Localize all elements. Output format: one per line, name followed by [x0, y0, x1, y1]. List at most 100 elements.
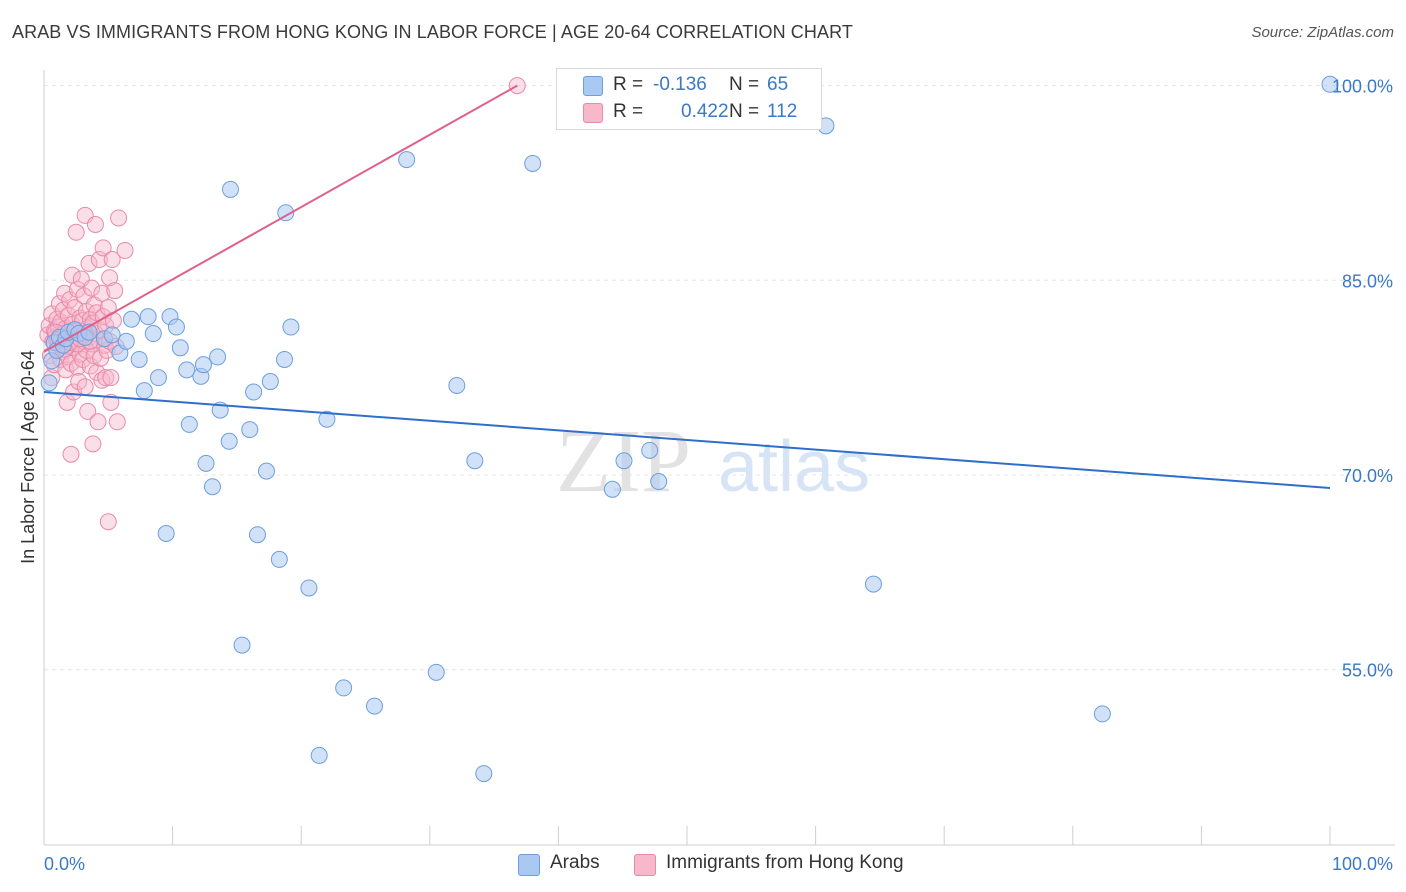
arabs-point — [144, 325, 162, 343]
chart-title: ARAB VS IMMIGRANTS FROM HONG KONG IN LAB… — [12, 22, 853, 42]
arabs-point — [366, 697, 384, 715]
x-tick-label: 0.0% — [44, 854, 85, 874]
arabs-point — [282, 318, 300, 336]
arabs-point — [615, 452, 633, 470]
arabs-point — [149, 369, 167, 387]
legend-r-label: R = — [613, 101, 644, 122]
arabs-point — [466, 452, 484, 470]
arabs-point — [864, 575, 882, 593]
hong-kong-points — [39, 77, 526, 531]
hong-kong-point — [103, 251, 121, 269]
hong-kong-trend-line — [43, 84, 518, 353]
bottom-legend-swatch-pink — [634, 854, 656, 876]
arabs-point — [277, 204, 295, 222]
y-tick-label: 100.0% — [1332, 77, 1393, 97]
hong-kong-point — [86, 215, 104, 233]
hong-kong-point — [102, 393, 120, 411]
watermark-atlas: atlas — [718, 427, 870, 507]
y-tick-label: 85.0% — [1342, 271, 1393, 291]
arabs-point — [261, 373, 279, 391]
legend-r-value: 0.422 — [681, 101, 729, 122]
legend: R = -0.136 N = 65 R = 0.422 N = 112 — [556, 68, 822, 130]
hong-kong-point — [99, 513, 117, 531]
arabs-point — [1321, 75, 1339, 93]
tick-labels: 100.0% 85.0% 70.0% 55.0% 0.0% 100.0% — [44, 77, 1393, 874]
arabs-point — [178, 361, 196, 379]
arabs-point — [427, 663, 445, 681]
arabs-point — [270, 550, 288, 568]
arabs-point — [650, 473, 668, 491]
bottom-legend-label: Arabs — [550, 852, 600, 873]
x-tick-label: 100.0% — [1332, 854, 1393, 874]
arabs-point — [245, 383, 263, 401]
hong-kong-point — [106, 282, 124, 300]
arabs-point — [130, 350, 148, 368]
hong-kong-point — [80, 254, 98, 272]
hong-kong-point — [102, 369, 120, 387]
arabs-point — [310, 746, 328, 764]
arabs-point — [194, 356, 212, 374]
arabs-point — [524, 154, 542, 172]
source-label: Source: ZipAtlas.com — [1251, 24, 1394, 41]
arabs-point — [300, 579, 318, 597]
arabs-point — [641, 441, 659, 459]
hong-kong-point — [89, 413, 107, 431]
arabs-point — [398, 151, 416, 169]
arabs-point — [180, 415, 198, 433]
hong-kong-point — [116, 241, 134, 259]
hong-kong-point — [93, 284, 111, 302]
arabs-point — [220, 432, 238, 450]
arabs-point — [122, 310, 140, 328]
arabs-trend-line — [43, 390, 1331, 490]
hong-kong-point — [83, 279, 101, 297]
y-tick-label: 70.0% — [1342, 466, 1393, 486]
arabs-point — [203, 478, 221, 496]
hong-kong-point — [79, 402, 97, 420]
legend-n-label: N = — [729, 101, 760, 122]
arabs-point — [40, 374, 58, 392]
legend-swatch-blue — [583, 76, 603, 96]
arabs-point — [103, 326, 121, 344]
arabs-point — [221, 180, 239, 198]
legend-n-value: 65 — [767, 74, 789, 95]
arabs-point — [135, 382, 153, 400]
arabs-point — [603, 480, 621, 498]
hong-kong-point — [110, 209, 128, 227]
arabs-point — [448, 376, 466, 394]
arabs-point — [475, 765, 493, 783]
hong-kong-point — [97, 369, 115, 387]
trend-lines — [43, 84, 1331, 490]
arabs-point — [335, 679, 353, 697]
hong-kong-point — [84, 435, 102, 453]
arabs-point — [241, 421, 259, 439]
arabs-point — [1093, 705, 1111, 723]
legend-r-label: R = — [613, 74, 644, 95]
arabs-point — [248, 526, 266, 544]
legend-n-value: 112 — [767, 101, 798, 122]
y-tick-label: 55.0% — [1342, 661, 1393, 681]
arabs-point — [318, 410, 336, 428]
arabs-point — [275, 350, 293, 368]
bottom-legend-swatch-blue — [518, 854, 540, 876]
hong-kong-point — [108, 413, 126, 431]
hong-kong-point — [76, 378, 94, 396]
hong-kong-point — [101, 269, 119, 287]
arabs-point — [167, 318, 185, 336]
hong-kong-point — [68, 280, 86, 298]
legend-swatch-pink — [583, 103, 603, 123]
legend-r-value: -0.136 — [653, 74, 707, 95]
hong-kong-point — [62, 445, 80, 463]
arabs-point — [139, 308, 157, 326]
arabs-point — [257, 462, 275, 480]
arabs-point — [157, 524, 175, 542]
arabs-point — [171, 339, 189, 357]
hong-kong-point — [67, 223, 85, 241]
bottom-legend-label: Immigrants from Hong Kong — [666, 852, 904, 873]
arabs-point — [117, 332, 135, 350]
legend-n-label: N = — [729, 74, 760, 95]
hong-kong-point — [94, 239, 112, 257]
axes — [43, 70, 1395, 846]
arabs-point — [209, 348, 227, 366]
gridlines — [44, 85, 1395, 671]
